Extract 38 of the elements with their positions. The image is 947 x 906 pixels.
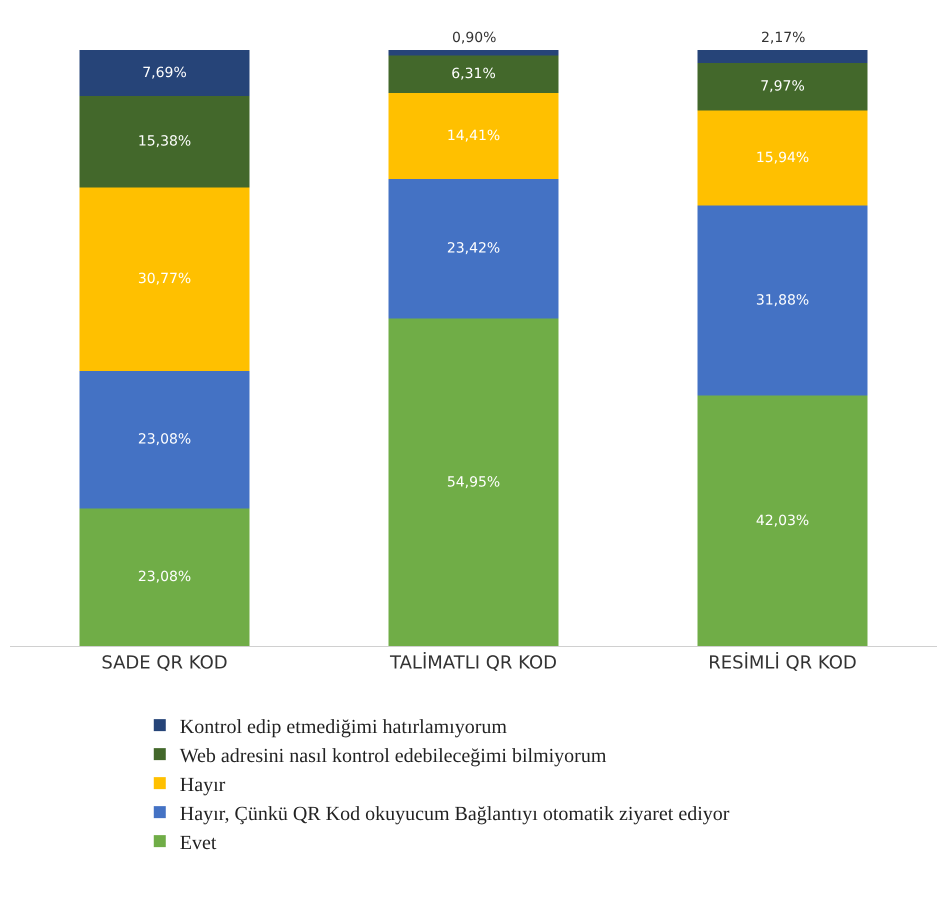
bar	[388, 55, 558, 94]
legend-label: Evet	[180, 832, 217, 854]
bar	[388, 318, 558, 646]
data-label: 7,97%	[760, 78, 805, 95]
x-tick-label: TALİMATLI QR KOD	[389, 652, 557, 674]
data-label: 23,08%	[138, 569, 192, 586]
bar	[388, 50, 558, 56]
data-label: 15,94%	[756, 150, 810, 166]
x-tick-label: SADE QR KOD	[101, 652, 228, 674]
data-label: 30,77%	[138, 271, 192, 288]
data-label: 0,90%	[452, 30, 496, 46]
legend-label: Hayır, Çünkü QR Kod okuyucum Bağlantıyı otomatik ziyaret ediyor	[180, 802, 730, 825]
data-label: 23,08%	[138, 432, 192, 448]
x-tick-label: RESİMLİ QR KOD	[708, 652, 857, 674]
data-label: 6,31%	[451, 66, 496, 82]
legend-label: Hayır	[180, 774, 226, 796]
bar	[698, 396, 868, 646]
legend-label: Web adresini nasıl kontrol edebileceğimi bilmiyorum	[180, 744, 607, 767]
data-label: 42,03%	[756, 512, 810, 529]
data-label: 7,69%	[142, 64, 187, 81]
data-label: 23,42%	[446, 240, 500, 257]
bar	[698, 206, 868, 396]
legend-label: Kontrol edip etmediğimi hatırlamıyorum	[180, 716, 508, 738]
bar	[80, 50, 250, 96]
bar	[80, 96, 250, 188]
bar	[80, 508, 250, 646]
bar	[388, 178, 558, 318]
data-label: 14,41%	[446, 128, 500, 144]
bar	[698, 50, 868, 63]
data-label: 2,17%	[761, 30, 806, 46]
bar	[80, 188, 250, 371]
bar	[80, 370, 250, 508]
data-label: 15,38%	[138, 134, 192, 150]
bar	[698, 110, 868, 206]
bar	[388, 93, 558, 179]
data-label: 54,95%	[446, 474, 500, 490]
bar	[698, 62, 868, 110]
data-label: 31,88%	[756, 292, 810, 308]
